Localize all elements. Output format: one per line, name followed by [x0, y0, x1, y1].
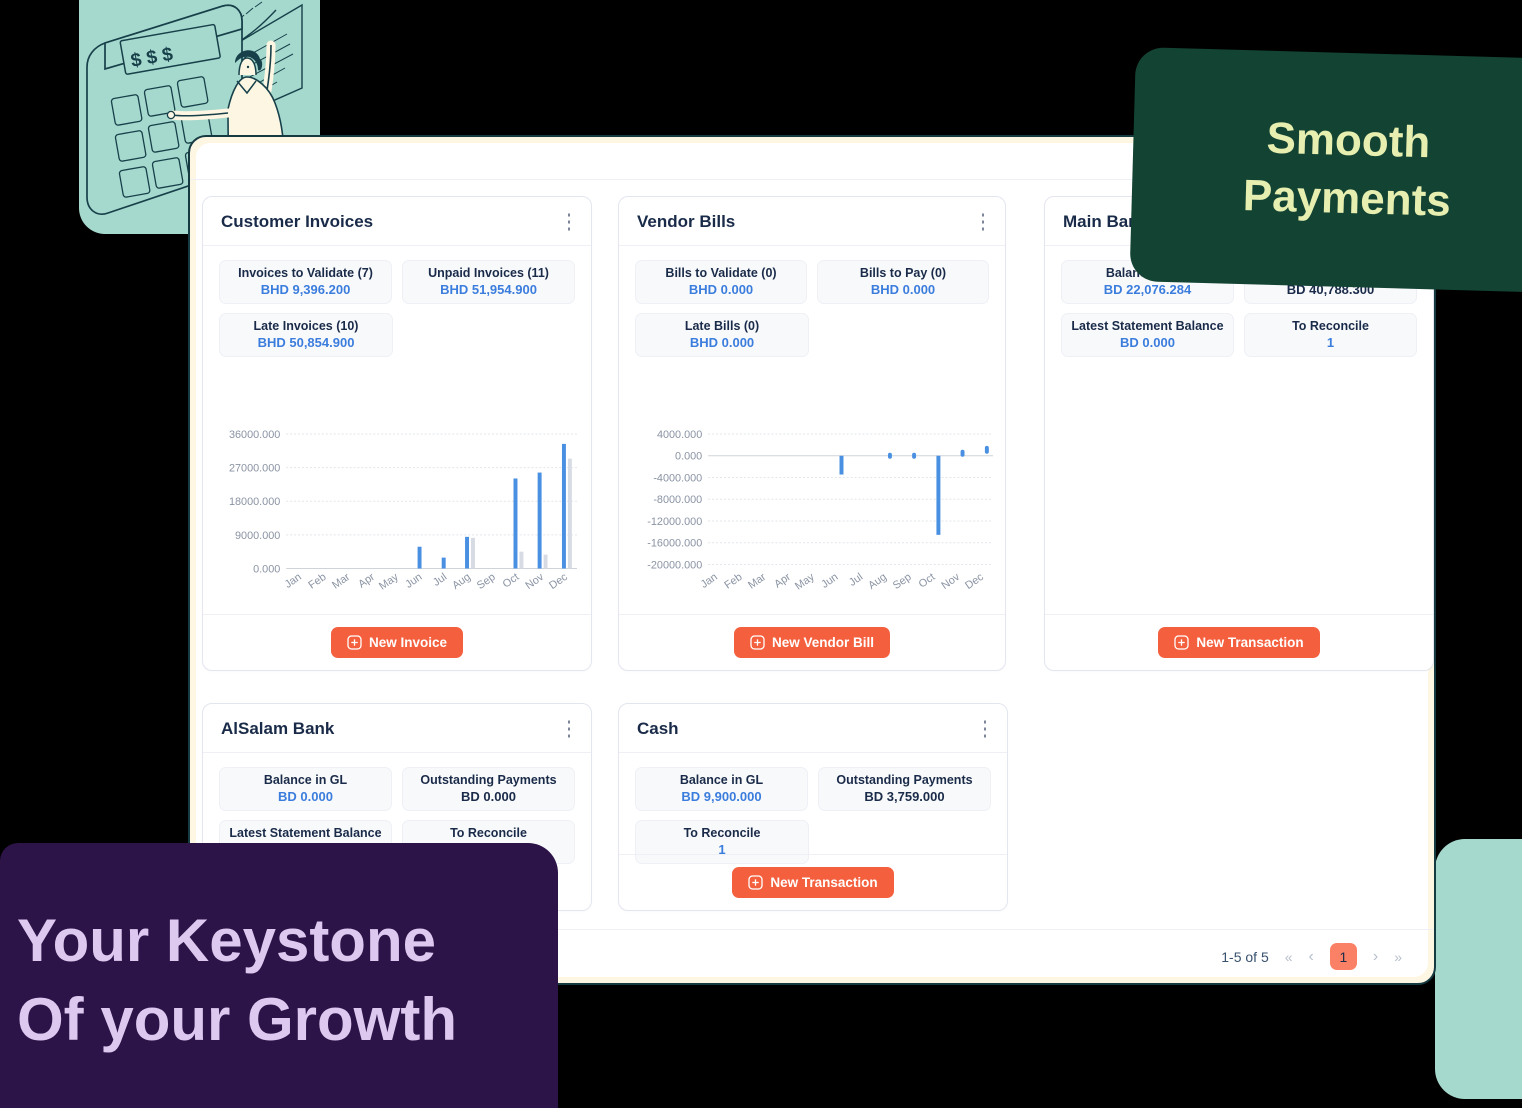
svg-text:-20000.000: -20000.000 [647, 559, 702, 571]
svg-text:Aug: Aug [450, 571, 473, 592]
svg-text:-8000.000: -8000.000 [653, 494, 702, 506]
svg-text:Sep: Sep [475, 571, 498, 592]
svg-text:Jul: Jul [431, 571, 449, 589]
svg-text:Apr: Apr [772, 571, 793, 591]
svg-text:Oct: Oct [917, 571, 938, 591]
svg-text:0.000: 0.000 [675, 451, 702, 463]
svg-text:18000.000: 18000.000 [229, 496, 280, 508]
svg-text:Jun: Jun [819, 571, 840, 591]
svg-text:-12000.000: -12000.000 [647, 516, 702, 528]
svg-text:9000.000: 9000.000 [235, 530, 280, 542]
svg-text:Jan: Jan [283, 571, 304, 591]
svg-text:36000.000: 36000.000 [229, 429, 280, 441]
svg-text:Mar: Mar [330, 571, 353, 592]
svg-text:27000.000: 27000.000 [229, 463, 280, 475]
svg-text:Oct: Oct [501, 571, 522, 591]
svg-text:Dec: Dec [547, 571, 570, 592]
svg-text:Feb: Feb [306, 571, 328, 592]
svg-text:Mar: Mar [746, 571, 769, 592]
svg-text:Dec: Dec [963, 571, 986, 592]
svg-text:-4000.000: -4000.000 [653, 472, 702, 484]
svg-text:-16000.000: -16000.000 [647, 538, 702, 550]
svg-text:0.000: 0.000 [253, 563, 280, 575]
svg-text:4000.000: 4000.000 [657, 429, 702, 441]
svg-text:Nov: Nov [939, 571, 962, 592]
svg-text:Aug: Aug [866, 571, 889, 592]
svg-text:May: May [793, 571, 817, 593]
svg-text:Sep: Sep [891, 571, 914, 592]
svg-text:Feb: Feb [722, 571, 744, 592]
svg-text:Jan: Jan [699, 571, 720, 591]
svg-text:Apr: Apr [356, 571, 377, 591]
svg-text:Nov: Nov [523, 571, 546, 592]
svg-text:Jul: Jul [847, 571, 865, 589]
svg-text:May: May [377, 571, 401, 593]
svg-text:Jun: Jun [403, 571, 424, 591]
